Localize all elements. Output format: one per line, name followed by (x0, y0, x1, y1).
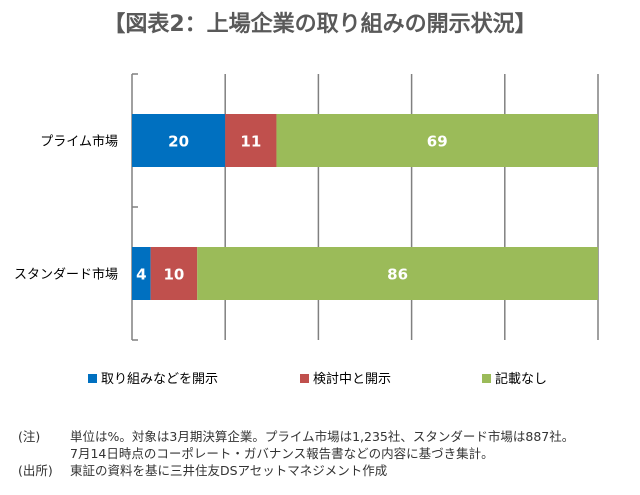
source-label: (出所) (18, 463, 53, 478)
data-label: 86 (387, 266, 408, 284)
source-text: 東証の資料を基に三井住友DSアセットマネジメント作成 (70, 463, 388, 478)
bar-segment (132, 114, 226, 167)
footnotes: (注) 単位は%。対象は3月期決算企業。プライム市場は1,235社、スタンダード市… (18, 428, 574, 479)
data-label: 4 (136, 266, 146, 284)
legend-swatch (88, 374, 97, 383)
legend-swatch (300, 374, 309, 383)
category-label: プライム市場 (40, 134, 118, 150)
bar-segment (197, 247, 599, 300)
data-label: 69 (427, 133, 448, 151)
legend-swatch (482, 374, 491, 383)
chart-title: 【図表2：上場企業の取り組みの開示状況】 (103, 12, 537, 37)
legend-label: 記載なし (495, 371, 547, 387)
bar-segment (150, 247, 198, 300)
bar-segment (225, 114, 277, 167)
category-label: スタンダード市場 (14, 267, 118, 283)
note-line-1: 単位は%。対象は3月期決算企業。プライム市場は1,235社、スタンダード市場は8… (70, 429, 575, 444)
legend-label: 取り組みなどを開示 (101, 372, 218, 387)
note-line-2: 7月14日時点のコーポレート・ガバナンス報告書などの内容に基づき集計。 (70, 446, 494, 461)
bar-segment (132, 247, 151, 300)
data-label: 11 (240, 133, 261, 151)
note-label: (注) (18, 429, 41, 444)
stacked-bar-chart: プライム市場 20 11 69 スタンダード市場 4 10 86 取り組みなどを開示 検討中と開示… (14, 73, 599, 387)
data-label: 10 (164, 266, 185, 284)
data-label: 20 (168, 133, 189, 151)
legend-label: 検討中と開示 (313, 371, 391, 387)
bar-segment (276, 114, 598, 167)
